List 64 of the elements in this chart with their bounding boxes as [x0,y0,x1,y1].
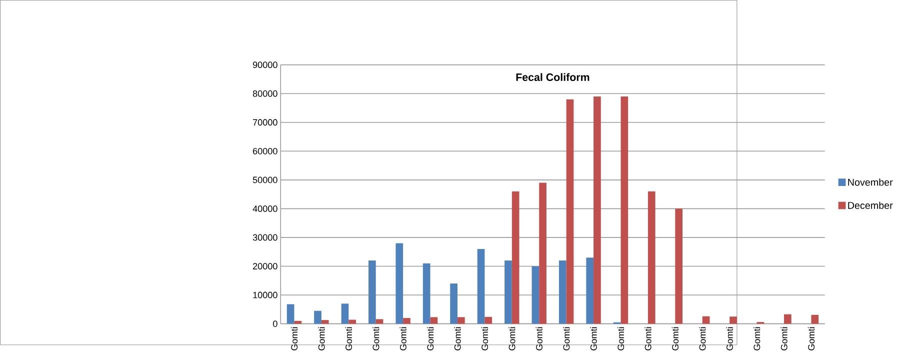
x-tick-label: Gomti [536,328,542,351]
y-tick-label: 70000 [253,119,278,126]
bar [422,264,430,324]
y-tick-label: 10000 [253,292,278,298]
bar [558,260,566,324]
legend-label: November [848,178,893,186]
x-tick-label: Gomti [290,328,298,351]
bar [512,192,520,324]
bar [341,304,349,324]
bar [539,183,546,324]
bar [648,192,656,324]
bar [368,260,376,324]
x-tick-label: Gomti [400,328,406,351]
text: Fecal Coliform [516,73,590,82]
y-tick-label: 40000 [252,206,278,212]
bar [376,319,384,324]
bar [620,96,628,324]
bar [348,320,356,324]
bar [457,317,465,324]
x-tick-label: Gomti [318,328,325,351]
y-tick-label: 20000 [253,263,278,270]
bar [702,316,710,324]
y-tick-label: 80000 [252,90,278,98]
bar [314,311,322,324]
y-tick-label: 60000 [253,148,278,155]
bar [396,243,404,324]
x-tick-label: Gomti [454,328,461,351]
y-tick-label: 30000 [252,234,278,241]
x-tick-label: Gomti [808,328,815,351]
bar [286,304,294,324]
x-tick-label: Gomti [644,328,652,351]
x-tick-label: Gomti [753,328,760,351]
bar [532,266,540,324]
x-tick-label: Gomti [617,328,624,351]
bar [477,249,485,324]
x-tick-label: Gomti [481,328,488,351]
bar [566,100,574,324]
y-tick-label: 0 [273,320,278,328]
legend-label: December [848,202,893,210]
x-tick-label: Gomti [699,328,706,351]
bar [675,208,683,324]
bar [450,284,458,324]
y-tick-label: 50000 [252,176,278,184]
bar [784,314,792,324]
bar [811,315,819,324]
x-tick-label: Gomti [726,328,733,351]
bar [403,318,410,324]
bar [294,321,302,324]
x-tick-label: Gomti [508,328,516,351]
x-tick-label: Gomti [372,328,380,351]
x-tick-label: Gomti [563,328,570,351]
bar [484,317,492,324]
bar [730,316,737,324]
x-tick-label: Gomti [672,328,678,351]
bar [504,260,512,324]
x-tick-label: Gomti [590,328,597,351]
bar [586,258,594,324]
x-tick-label: Gomti [426,328,434,351]
bar [594,96,601,324]
bar [430,317,438,324]
y-tick-label: 90000 [252,62,278,68]
bar [321,320,329,324]
x-tick-label: Gomti [780,328,788,351]
x-tick-label: Gomti [345,328,352,351]
